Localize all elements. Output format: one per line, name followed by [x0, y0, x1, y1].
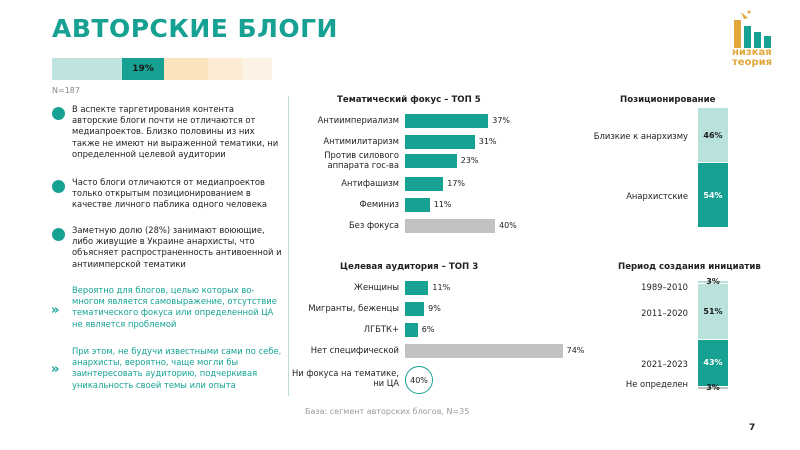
base-note: База: сегмент авторских блогов, N=35: [305, 407, 470, 416]
chart2-value-circle: 40%: [405, 366, 433, 394]
bullet-2: Часто блоги отличаются от медиапроектов …: [72, 177, 268, 210]
chart3-segment: [698, 108, 728, 163]
chart4-category: 2011–2020: [641, 308, 688, 318]
chart1-bar: [405, 154, 457, 168]
chart2-category: Мигранты, беженцы: [308, 303, 399, 313]
chart-title-positioning: Позиционирование: [620, 95, 716, 105]
chart4-value: 3%: [706, 277, 720, 286]
chart1-category: Антимилитаризм: [323, 136, 399, 146]
sample-size-label: N=187: [52, 86, 80, 95]
chart4-category: 1989–2010: [641, 282, 688, 292]
chart1-category: Антиимпериализм: [317, 115, 399, 125]
chart2-category: ЛГБТК+: [363, 324, 399, 334]
share-strip-seg-3: [164, 58, 208, 80]
bullet-dot-icon: [52, 107, 65, 120]
bullet-dot-icon: [52, 180, 65, 193]
chart4-segment: [698, 339, 728, 386]
bullet-3: Заметную долю (28%) занимают воюющие, ли…: [72, 225, 282, 269]
chart-title-period: Период создания инициатив: [618, 262, 761, 272]
chart4-value: 51%: [703, 307, 723, 317]
logo-text-line-2: теория: [732, 57, 773, 68]
chart1-category: Против силового аппарата гос-ва: [324, 150, 399, 170]
chart1-bar: [405, 114, 489, 128]
chart2-value: 11%: [432, 283, 451, 292]
chart-title-focus: Тематический фокус – ТОП 5: [337, 95, 481, 105]
chart1-value: 31%: [478, 137, 497, 146]
chart1-bar: [405, 135, 475, 149]
chart1-bar: [405, 198, 430, 212]
bullet-1: В аспекте таргетирования контента авторс…: [72, 104, 279, 159]
chart2-bar: [405, 323, 418, 337]
chart1-value: 40%: [499, 221, 517, 230]
bullet-dot-icon: [52, 228, 65, 241]
chart2-value: 74%: [566, 346, 585, 355]
chart1-value: 17%: [447, 179, 466, 188]
chart4-value: 3%: [706, 382, 720, 392]
logo: [726, 8, 786, 70]
share-strip-highlight: 19%: [122, 58, 164, 80]
chart2-category: Женщины: [353, 282, 399, 292]
chart3-value: 46%: [703, 130, 723, 140]
chart4-value: 43%: [703, 358, 723, 368]
bullet-4: Вероятно для блогов, целью которых во-мн…: [72, 285, 277, 329]
chart2-bar: [405, 281, 429, 295]
chart1-bar: [405, 177, 444, 191]
share-strip-seg-5: [242, 58, 272, 80]
chart3-category: Анархистские: [626, 190, 688, 201]
chevron-icon: »: [51, 303, 60, 318]
chart3-segment: [698, 163, 728, 227]
chart1-category: Без фокуса: [348, 220, 399, 230]
chart2-bar: [405, 344, 563, 358]
chart2-bar: [405, 302, 425, 316]
logo-text: низкая теория: [732, 48, 772, 68]
chart-title-audience: Целевая аудитория – ТОП 3: [340, 262, 479, 272]
logo-bars-icon: [734, 10, 771, 48]
page-number: 7: [749, 423, 756, 433]
chart1-value: 37%: [492, 116, 511, 125]
chart2-category: Нет специфической: [310, 345, 399, 355]
divider: [288, 96, 289, 396]
chart1-bar: [405, 219, 495, 233]
chart4-segment: [698, 284, 728, 339]
chart2-value: 9%: [428, 304, 441, 313]
chart1-value: 23%: [460, 156, 479, 165]
share-strip-seg-1: [52, 58, 122, 80]
chart4-segment: [698, 281, 728, 284]
chart2-category: Ни фокуса на тематике, ни ЦА: [291, 368, 399, 388]
page-title: АВТОРСКИЕ БЛОГИ: [52, 14, 338, 43]
chart3-value: 54%: [703, 190, 723, 200]
chart2-value: 6%: [421, 325, 435, 334]
chart3-category: Близкие к анархизму: [593, 130, 688, 141]
chart1-category: Антифашизм: [341, 178, 399, 188]
bullet-5: При этом, не будучи известными сами по с…: [72, 346, 282, 390]
share-strip-seg-4: [208, 58, 242, 80]
chart1-value: 11%: [433, 200, 452, 209]
chevron-icon: »: [51, 362, 60, 377]
chart4-category: Не определен: [625, 379, 688, 389]
chart1-category: Феминиз: [359, 199, 400, 209]
logo-text-line-1: низкая: [732, 47, 772, 58]
chart4-segment: [698, 386, 728, 389]
chart4-category: 2021–2023: [641, 359, 688, 369]
